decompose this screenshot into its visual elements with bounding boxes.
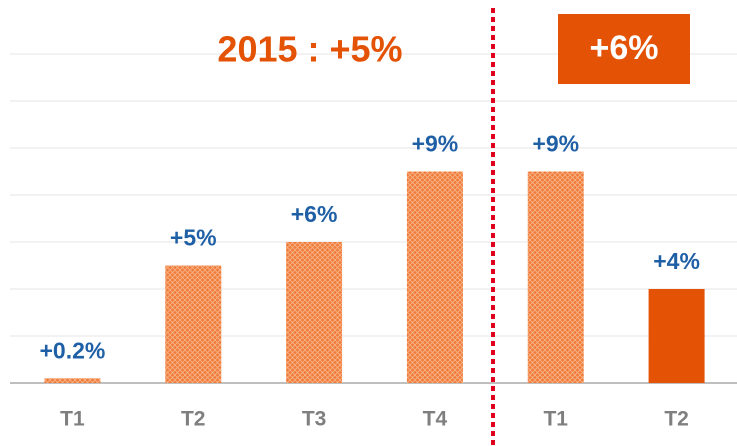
bar: [406, 171, 463, 383]
value-label: +9%: [412, 131, 459, 157]
x-tick-label: T2: [181, 408, 206, 431]
value-label: +4%: [653, 248, 700, 274]
x-tick-label: T4: [423, 408, 448, 431]
value-label: +0.2%: [39, 337, 105, 363]
x-tick-label: T2: [664, 408, 689, 431]
value-label: +9%: [532, 131, 579, 157]
bar: [165, 265, 222, 383]
bar: [527, 171, 584, 383]
bar: [648, 289, 705, 383]
annotation: +6%: [590, 29, 659, 67]
x-tick-label: T3: [302, 408, 327, 431]
annotation: 2015 : +5%: [217, 29, 402, 70]
bar: [286, 242, 343, 383]
value-label: +5%: [170, 225, 217, 251]
bar: [44, 378, 101, 383]
value-label: +6%: [291, 201, 338, 227]
x-tick-label: T1: [60, 408, 85, 431]
annotation-box: [558, 14, 690, 84]
x-tick-label: T1: [543, 408, 568, 431]
